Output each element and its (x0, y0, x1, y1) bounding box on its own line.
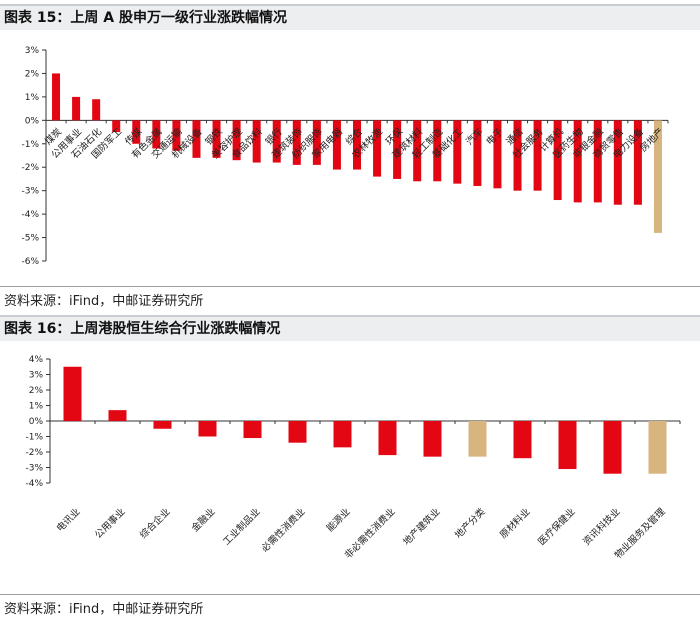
y-tick-label: -1% (25, 433, 43, 443)
category-label: 原材料业 (497, 506, 532, 541)
y-tick-label: -6% (21, 257, 39, 267)
bar-综合企业 (153, 421, 172, 429)
bar-传媒 (132, 120, 141, 144)
category-label: 能源业 (324, 506, 353, 535)
bar-医药生物 (573, 120, 582, 203)
y-tick-label: -2% (25, 448, 43, 458)
bar-通信 (513, 120, 522, 191)
figure-16-title: 上周港股恒生综合行业涨跌幅情况 (70, 321, 281, 337)
bar-资讯科技业 (603, 421, 622, 474)
category-label: 公用事业 (92, 506, 127, 541)
bar-地产分类 (468, 421, 487, 457)
bar-工业制品业 (243, 421, 262, 439)
bar-美容护理 (232, 120, 241, 161)
bar-石油石化 (92, 99, 101, 121)
bar-电子 (493, 120, 502, 189)
category-label: 金融业 (189, 506, 218, 535)
y-tick-label: -3% (25, 464, 43, 474)
bar-家用电器 (332, 120, 341, 170)
y-tick-label: -4% (21, 210, 39, 220)
bar-农林牧渔 (373, 120, 382, 177)
bar-非银金融 (593, 120, 602, 203)
y-tick-label: -4% (25, 479, 43, 489)
category-label: 汽车 (464, 126, 486, 148)
category-label: 综合企业 (137, 506, 172, 541)
bar-纺织服饰 (312, 120, 321, 165)
bar-食品饮料 (252, 120, 261, 163)
bar-汽车 (473, 120, 482, 186)
y-tick-label: 3% (29, 371, 44, 381)
bar-金融业 (198, 421, 217, 437)
bar-社会服务 (533, 120, 542, 191)
bar-煤炭 (52, 73, 61, 121)
y-tick-label: -2% (21, 163, 39, 173)
category-label: 地产分类 (452, 505, 488, 541)
y-tick-label: -1% (21, 140, 39, 150)
bar-建筑材料 (413, 120, 422, 182)
figure-16-source: 资料来源：iFind，中邮证券研究所 (4, 602, 204, 617)
bar-能源业 (333, 421, 352, 448)
category-label: 资讯科技业 (581, 506, 623, 548)
bar-电力设备 (633, 120, 642, 205)
bar-物业服务及管理 (648, 421, 667, 474)
y-tick-label: 1% (29, 402, 44, 412)
category-label: 医疗保健业 (536, 506, 578, 548)
bar-环保 (393, 120, 402, 179)
bar-国防军工 (112, 120, 121, 133)
bar-银行 (272, 120, 281, 163)
bar-医疗保健业 (558, 421, 577, 470)
figure-15-divider (0, 286, 700, 287)
bar-轻工制造 (433, 120, 442, 182)
bar-必需性消费业 (288, 421, 307, 443)
bar-建筑装饰 (292, 120, 301, 165)
bar-非必需性消费业 (378, 421, 397, 456)
figure-15-title-bar: 图表 15：上周 A 股申万一级行业涨跌幅情况 (0, 4, 700, 30)
bar-计算机 (553, 120, 562, 201)
bar-商贸零售 (613, 120, 622, 205)
bar-交通运输 (172, 120, 181, 151)
y-tick-label: 2% (25, 69, 40, 79)
a-share-industry-chart: 3%2%1%0%-1%-2%-3%-4%-5%-6%煤炭公用事业石油石化国防军工… (21, 46, 669, 267)
figure-16-title-bar: 图表 16：上周港股恒生综合行业涨跌幅情况 (0, 315, 700, 341)
category-label: 地产建筑业 (401, 506, 443, 548)
bar-机械设备 (192, 120, 201, 158)
bar-综合 (353, 120, 361, 170)
y-tick-label: 0% (25, 116, 40, 126)
category-label: 必需性消费业 (259, 506, 308, 555)
category-label: 工业制品业 (221, 506, 263, 548)
bar-原材料业 (513, 421, 532, 459)
figure-15-source: 资料来源：iFind，中邮证券研究所 (4, 294, 204, 309)
figure-15-number: 图表 15： (4, 10, 71, 26)
y-tick-label: 1% (25, 93, 40, 103)
bar-有色金属 (152, 120, 161, 149)
bar-公用事业 (108, 410, 127, 421)
y-tick-label: 4% (29, 355, 44, 365)
y-tick-label: -5% (21, 234, 39, 244)
figure-15-title: 上周 A 股申万一级行业涨跌幅情况 (70, 10, 287, 26)
bar-电讯业 (63, 366, 82, 421)
bar-钢铁 (212, 120, 221, 158)
category-label: 电子 (484, 125, 506, 147)
y-tick-label: 3% (25, 46, 40, 56)
figure-16-divider (0, 594, 700, 595)
bar-基础化工 (453, 120, 462, 184)
bar-房地产 (653, 120, 662, 233)
category-label: 电讯业 (54, 506, 83, 535)
bar-地产建筑业 (423, 421, 442, 457)
hk-industry-chart: 4% 3% 2% 1% 0% -1% -2% -3% -4% 电讯业 公用事业 综合企业 金融业 工业制品… (25, 355, 681, 561)
y-tick-label: 2% (29, 386, 44, 396)
y-tick-label: 0% (29, 417, 44, 427)
figure-16-number: 图表 16： (4, 321, 71, 337)
y-tick-label: -3% (21, 187, 39, 197)
bar-公用事业 (72, 96, 81, 121)
